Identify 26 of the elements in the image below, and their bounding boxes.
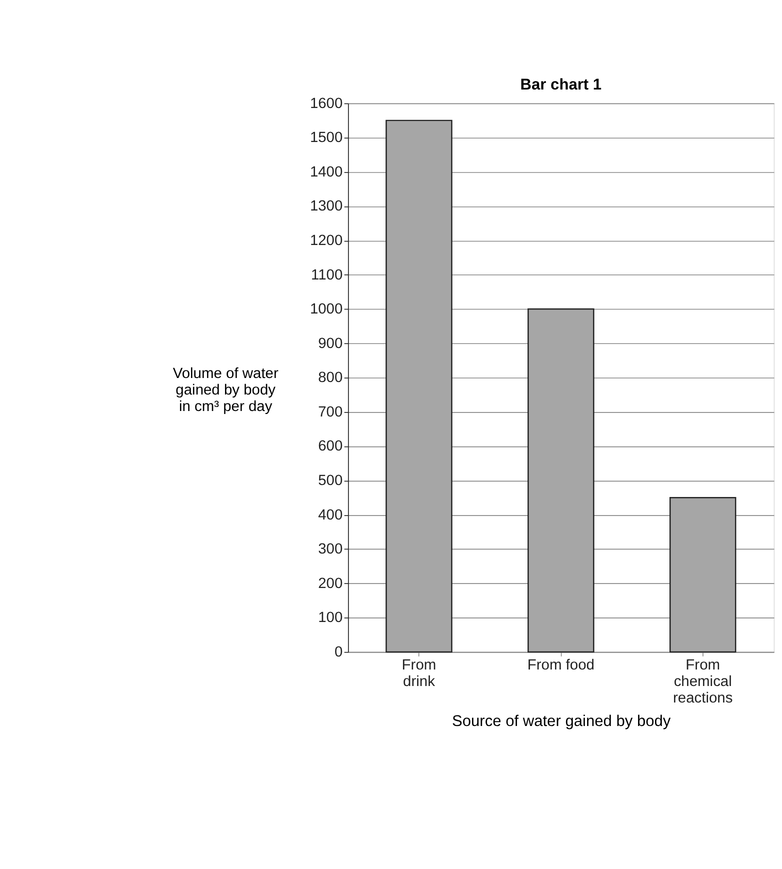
y-tick-label: 500	[318, 472, 343, 489]
y-tick-label: 100	[318, 610, 343, 626]
y-tick-label: 1500	[310, 130, 343, 146]
bar	[669, 497, 736, 653]
y-tick-label: 300	[318, 542, 343, 558]
y-tick-label: 1100	[311, 267, 343, 284]
x-tick-label: From drink	[402, 658, 436, 690]
bar	[386, 120, 452, 653]
y-tick-label: 1000	[310, 302, 343, 318]
y-tick-label: 1400	[310, 164, 343, 180]
x-axis-title: Source of water gained by body	[452, 713, 671, 730]
y-tick-label: 800	[318, 370, 343, 386]
y-axis-title: Volume of water gained by body in cm³ per day	[172, 366, 278, 415]
y-tick-label: 600	[318, 438, 343, 455]
y-tick-label: 0	[334, 644, 343, 660]
y-tick-label: 200	[318, 576, 343, 592]
y-tick-label: 400	[318, 507, 343, 524]
y-tick-label: 900	[318, 336, 343, 352]
x-tick-label: From food	[527, 658, 594, 674]
y-tick-label: 1600	[310, 96, 343, 112]
chart-title: Bar chart 1	[520, 76, 602, 94]
bar	[528, 308, 594, 653]
y-tick-label: 1200	[310, 232, 343, 249]
y-tick-label: 700	[318, 404, 343, 420]
y-tick-label: 1300	[310, 198, 343, 215]
x-tick-label: From chemical reactions	[672, 658, 733, 706]
